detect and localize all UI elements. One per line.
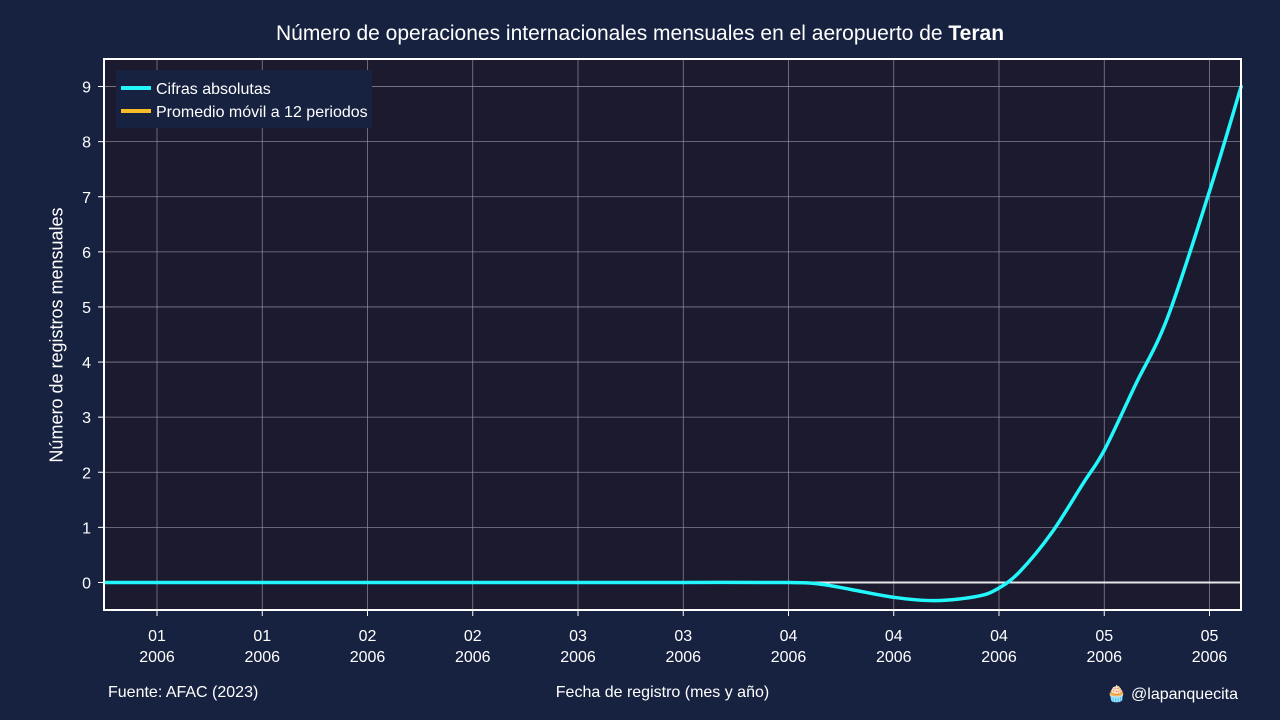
y-tick-label: 7	[82, 190, 91, 207]
legend-label-absolute: Cifras absolutas	[156, 81, 271, 98]
x-tick-label: 03 2006	[665, 628, 701, 666]
x-tick-label: 01 2006	[244, 628, 280, 666]
grid	[104, 59, 1241, 610]
y-axis: 0 1 2 3 4 5 6 7 8 9	[82, 80, 104, 592]
plot-frame	[103, 58, 1242, 611]
y-tick-label: 6	[82, 245, 91, 262]
x-axis-title: Fecha de registro (mes y año)	[555, 684, 770, 701]
x-tick-label: 05 2006	[1086, 628, 1122, 666]
chart-title-emphasis: Teran	[948, 22, 1005, 45]
y-tick-label: 2	[82, 465, 91, 482]
legend: Cifras absolutas Promedio móvil a 12 per…	[116, 70, 372, 128]
legend-label-moving-average: Promedio móvil a 12 periodos	[156, 104, 368, 121]
x-tick-label: 04 2006	[876, 628, 912, 666]
series-line-absolute	[102, 84, 1243, 603]
y-tick-label: 0	[82, 575, 91, 592]
chart-title: Número de operaciones internacionales me…	[0, 22, 1280, 46]
x-tick-label: 05 2006	[1192, 628, 1228, 666]
plot-area	[104, 59, 1241, 610]
x-axis: 01 2006 01 2006 02 2006 02 2006 03 2006 03 2006 04 20…	[139, 610, 1227, 666]
y-tick-label: 8	[82, 135, 91, 152]
x-tick-label: 02 2006	[350, 628, 386, 666]
legend-box	[116, 70, 372, 128]
x-tick-label: 04 2006	[981, 628, 1017, 666]
y-tick-label: 5	[82, 300, 91, 317]
x-tick-label: 02 2006	[455, 628, 491, 666]
y-tick-label: 1	[82, 520, 91, 537]
y-axis-title: Número de registros mensuales	[46, 207, 67, 463]
credit-handle: @lapanquecita	[1131, 686, 1238, 703]
x-tick-label: 03 2006	[560, 628, 596, 666]
y-tick-label: 9	[82, 80, 91, 97]
series-layer	[102, 84, 1243, 603]
credit: 🧁 @lapanquecita	[1107, 684, 1238, 704]
y-tick-label: 4	[82, 355, 91, 372]
cupcake-icon: 🧁	[1106, 686, 1127, 703]
y-tick-label: 3	[82, 410, 91, 427]
chart-title-text: Número de operaciones internacionales me…	[275, 22, 949, 45]
x-tick-label: 01 2006	[139, 628, 175, 666]
x-tick-label: 04 2006	[771, 628, 807, 666]
source-note: Fuente: AFAC (2023)	[108, 684, 259, 701]
